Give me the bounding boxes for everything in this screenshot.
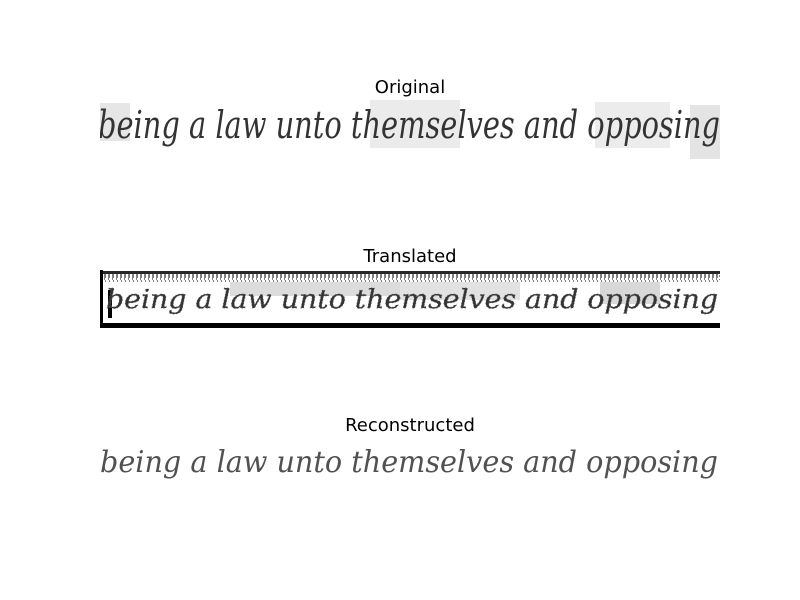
artifact-edge — [108, 290, 112, 318]
artifact-band — [100, 278, 720, 282]
artifact-edge — [100, 270, 103, 328]
reconstructed-handwriting-text: being a law unto themselves and opposing — [100, 445, 718, 480]
gray-patch — [595, 102, 670, 148]
gray-patch — [690, 105, 720, 159]
gray-patch — [600, 282, 660, 304]
original-handwriting-image: being a law unto themselves and opposing — [100, 100, 720, 159]
original-title: Original — [374, 77, 446, 98]
reconstructed-image: being a law unto themselves and opposing — [100, 438, 720, 483]
gray-patch — [400, 282, 520, 300]
artifact-bottom-line — [100, 323, 720, 328]
reconstructed-handwriting-image: being a law unto themselves and opposing — [100, 445, 718, 480]
translated-image: being a law unto themselves and opposing — [100, 270, 720, 330]
translated-title: Translated — [363, 246, 457, 267]
original-image: being a law unto themselves and opposing — [100, 100, 720, 160]
translated-handwriting-text: being a law unto themselves and opposing — [106, 285, 718, 315]
artifact-band — [100, 274, 720, 278]
translated-handwriting-image: being a law unto themselves and opposing — [100, 270, 720, 328]
artifact-band — [100, 271, 720, 274]
gray-patch — [100, 103, 130, 141]
original-handwriting-text: being a law unto themselves and opposing — [100, 103, 720, 147]
gray-patch — [370, 100, 460, 148]
gray-patch — [230, 282, 410, 296]
reconstructed-title: Reconstructed — [345, 415, 475, 436]
